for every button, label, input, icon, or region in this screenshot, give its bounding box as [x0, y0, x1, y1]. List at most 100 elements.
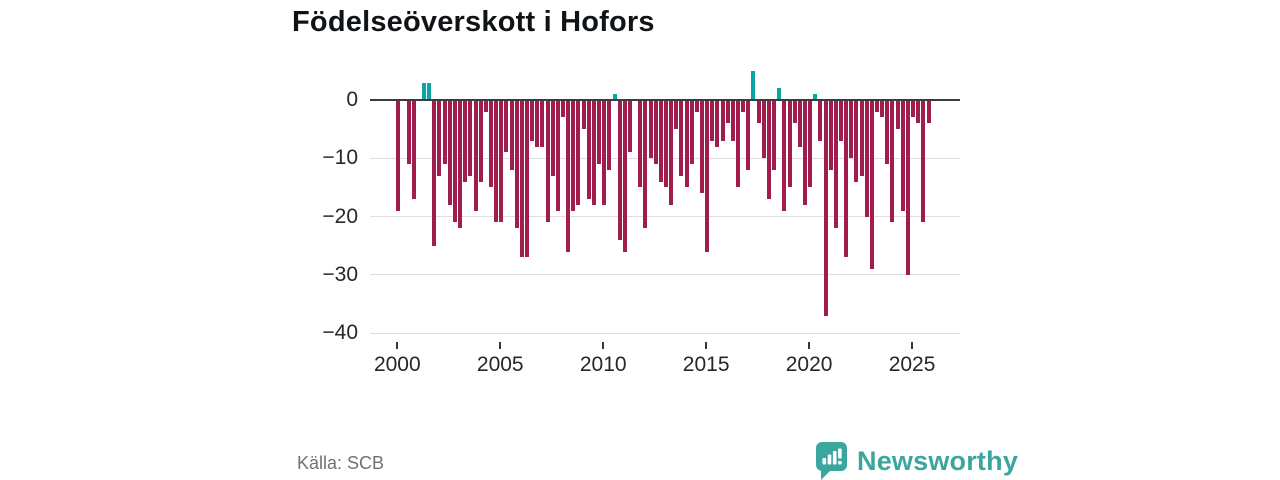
bar-2009Q2	[586, 101, 591, 200]
bar-2016Q1	[725, 101, 730, 124]
bar-2021Q2	[833, 101, 838, 229]
bar-2024Q4	[905, 101, 910, 275]
x-tick-2015	[705, 342, 708, 349]
bar-2023Q3	[880, 101, 885, 118]
bar-2007Q2	[545, 101, 550, 223]
bar-2001Q3	[427, 82, 432, 99]
bar-2024Q2	[895, 101, 900, 130]
x-tick-label: 2005	[476, 353, 524, 376]
y-tick-label: −40	[322, 321, 358, 345]
bar-2004Q2	[483, 101, 488, 112]
bar-2018Q3	[777, 88, 782, 99]
gridline-y-20	[370, 216, 960, 218]
bar-2002Q3	[447, 101, 452, 205]
y-axis-labels: 0 −10 −20 −30 −40	[270, 60, 358, 344]
bar-2006Q1	[519, 101, 524, 258]
bar-2000Q3	[406, 101, 411, 165]
bar-2003Q2	[463, 101, 468, 182]
bar-2012Q4	[658, 101, 663, 182]
bar-2012Q2	[648, 101, 653, 159]
bar-2015Q3	[715, 101, 720, 147]
bar-2018Q2	[772, 101, 777, 170]
newsworthy-logo-icon	[815, 442, 847, 480]
bar-2011Q2	[627, 101, 632, 153]
x-tick-2020	[808, 342, 811, 349]
bar-2022Q3	[859, 101, 864, 176]
bar-2013Q3	[674, 101, 679, 130]
bar-2015Q4	[720, 101, 725, 141]
bar-2017Q3	[756, 101, 761, 124]
bar-2017Q1	[746, 101, 751, 170]
bar-2012Q1	[643, 101, 648, 229]
bar-2002Q4	[452, 101, 457, 223]
bar-2005Q2	[504, 101, 509, 153]
bar-2025Q4	[926, 101, 931, 124]
x-tick-2025	[911, 342, 914, 349]
bar-2025Q3	[921, 101, 926, 223]
bar-2020Q4	[823, 101, 828, 316]
bar-2014Q1	[684, 101, 689, 188]
bar-2008Q4	[576, 101, 581, 205]
bar-2019Q4	[802, 101, 807, 205]
bar-2002Q1	[437, 101, 442, 176]
plot-area: 2000 2005 2010 2015 2020 2025	[370, 60, 960, 376]
bar-2009Q4	[597, 101, 602, 165]
bar-2020Q1	[808, 101, 813, 188]
bar-2010Q2	[607, 101, 612, 170]
x-tick-label: 2020	[785, 353, 833, 376]
x-tick-label: 2015	[682, 353, 730, 376]
bar-2013Q4	[679, 101, 684, 176]
bar-2024Q1	[890, 101, 895, 223]
bar-2000Q4	[411, 101, 416, 200]
bar-2010Q3	[612, 94, 617, 99]
bar-2003Q4	[473, 101, 478, 211]
zero-axis-line	[370, 99, 960, 101]
bar-2022Q2	[854, 101, 859, 182]
bar-2023Q1	[869, 101, 874, 270]
x-tick-label: 2025	[888, 353, 936, 376]
bar-2013Q2	[669, 101, 674, 205]
bar-2010Q4	[617, 101, 622, 240]
bar-2013Q1	[663, 101, 668, 188]
bar-2003Q1	[458, 101, 463, 229]
bar-2006Q4	[535, 101, 540, 147]
chart-title: Födelseöverskott i Hofors	[292, 6, 655, 38]
bar-2021Q4	[844, 101, 849, 258]
bar-2010Q1	[602, 101, 607, 205]
bar-2007Q3	[550, 101, 555, 176]
bar-2007Q4	[555, 101, 560, 211]
gridline-y-40	[370, 332, 960, 334]
bar-2023Q4	[885, 101, 890, 165]
newsworthy-brand: Newsworthy	[815, 441, 1018, 480]
bar-2001Q4	[432, 101, 437, 246]
bar-2006Q2	[524, 101, 529, 258]
bar-2021Q1	[828, 101, 833, 170]
bar-2025Q1	[911, 101, 916, 118]
bar-2019Q3	[797, 101, 802, 147]
bar-2008Q1	[561, 101, 566, 118]
bar-2011Q1	[622, 101, 627, 252]
bar-2001Q2	[422, 82, 427, 99]
bar-2016Q2	[730, 101, 735, 141]
bar-2017Q2	[751, 70, 756, 99]
bar-2017Q4	[761, 101, 766, 159]
bar-2019Q1	[787, 101, 792, 188]
bar-2012Q3	[653, 101, 658, 165]
bar-2004Q3	[488, 101, 493, 188]
x-tick-2010	[602, 342, 605, 349]
bar-2025Q2	[916, 101, 921, 124]
bar-2004Q4	[494, 101, 499, 223]
x-tick-2005	[499, 342, 502, 349]
x-tick-label: 2000	[373, 353, 421, 376]
gridline-y-30	[370, 274, 960, 276]
bar-2018Q4	[782, 101, 787, 211]
y-tick-label: 0	[346, 88, 358, 111]
x-tick-2000	[396, 342, 399, 349]
source-note: Källa: SCB	[297, 453, 385, 473]
bar-2005Q1	[499, 101, 504, 223]
bar-2020Q2	[813, 94, 818, 99]
bar-2000Q1	[396, 101, 401, 211]
bar-2005Q4	[514, 101, 519, 229]
bar-2009Q1	[581, 101, 586, 130]
